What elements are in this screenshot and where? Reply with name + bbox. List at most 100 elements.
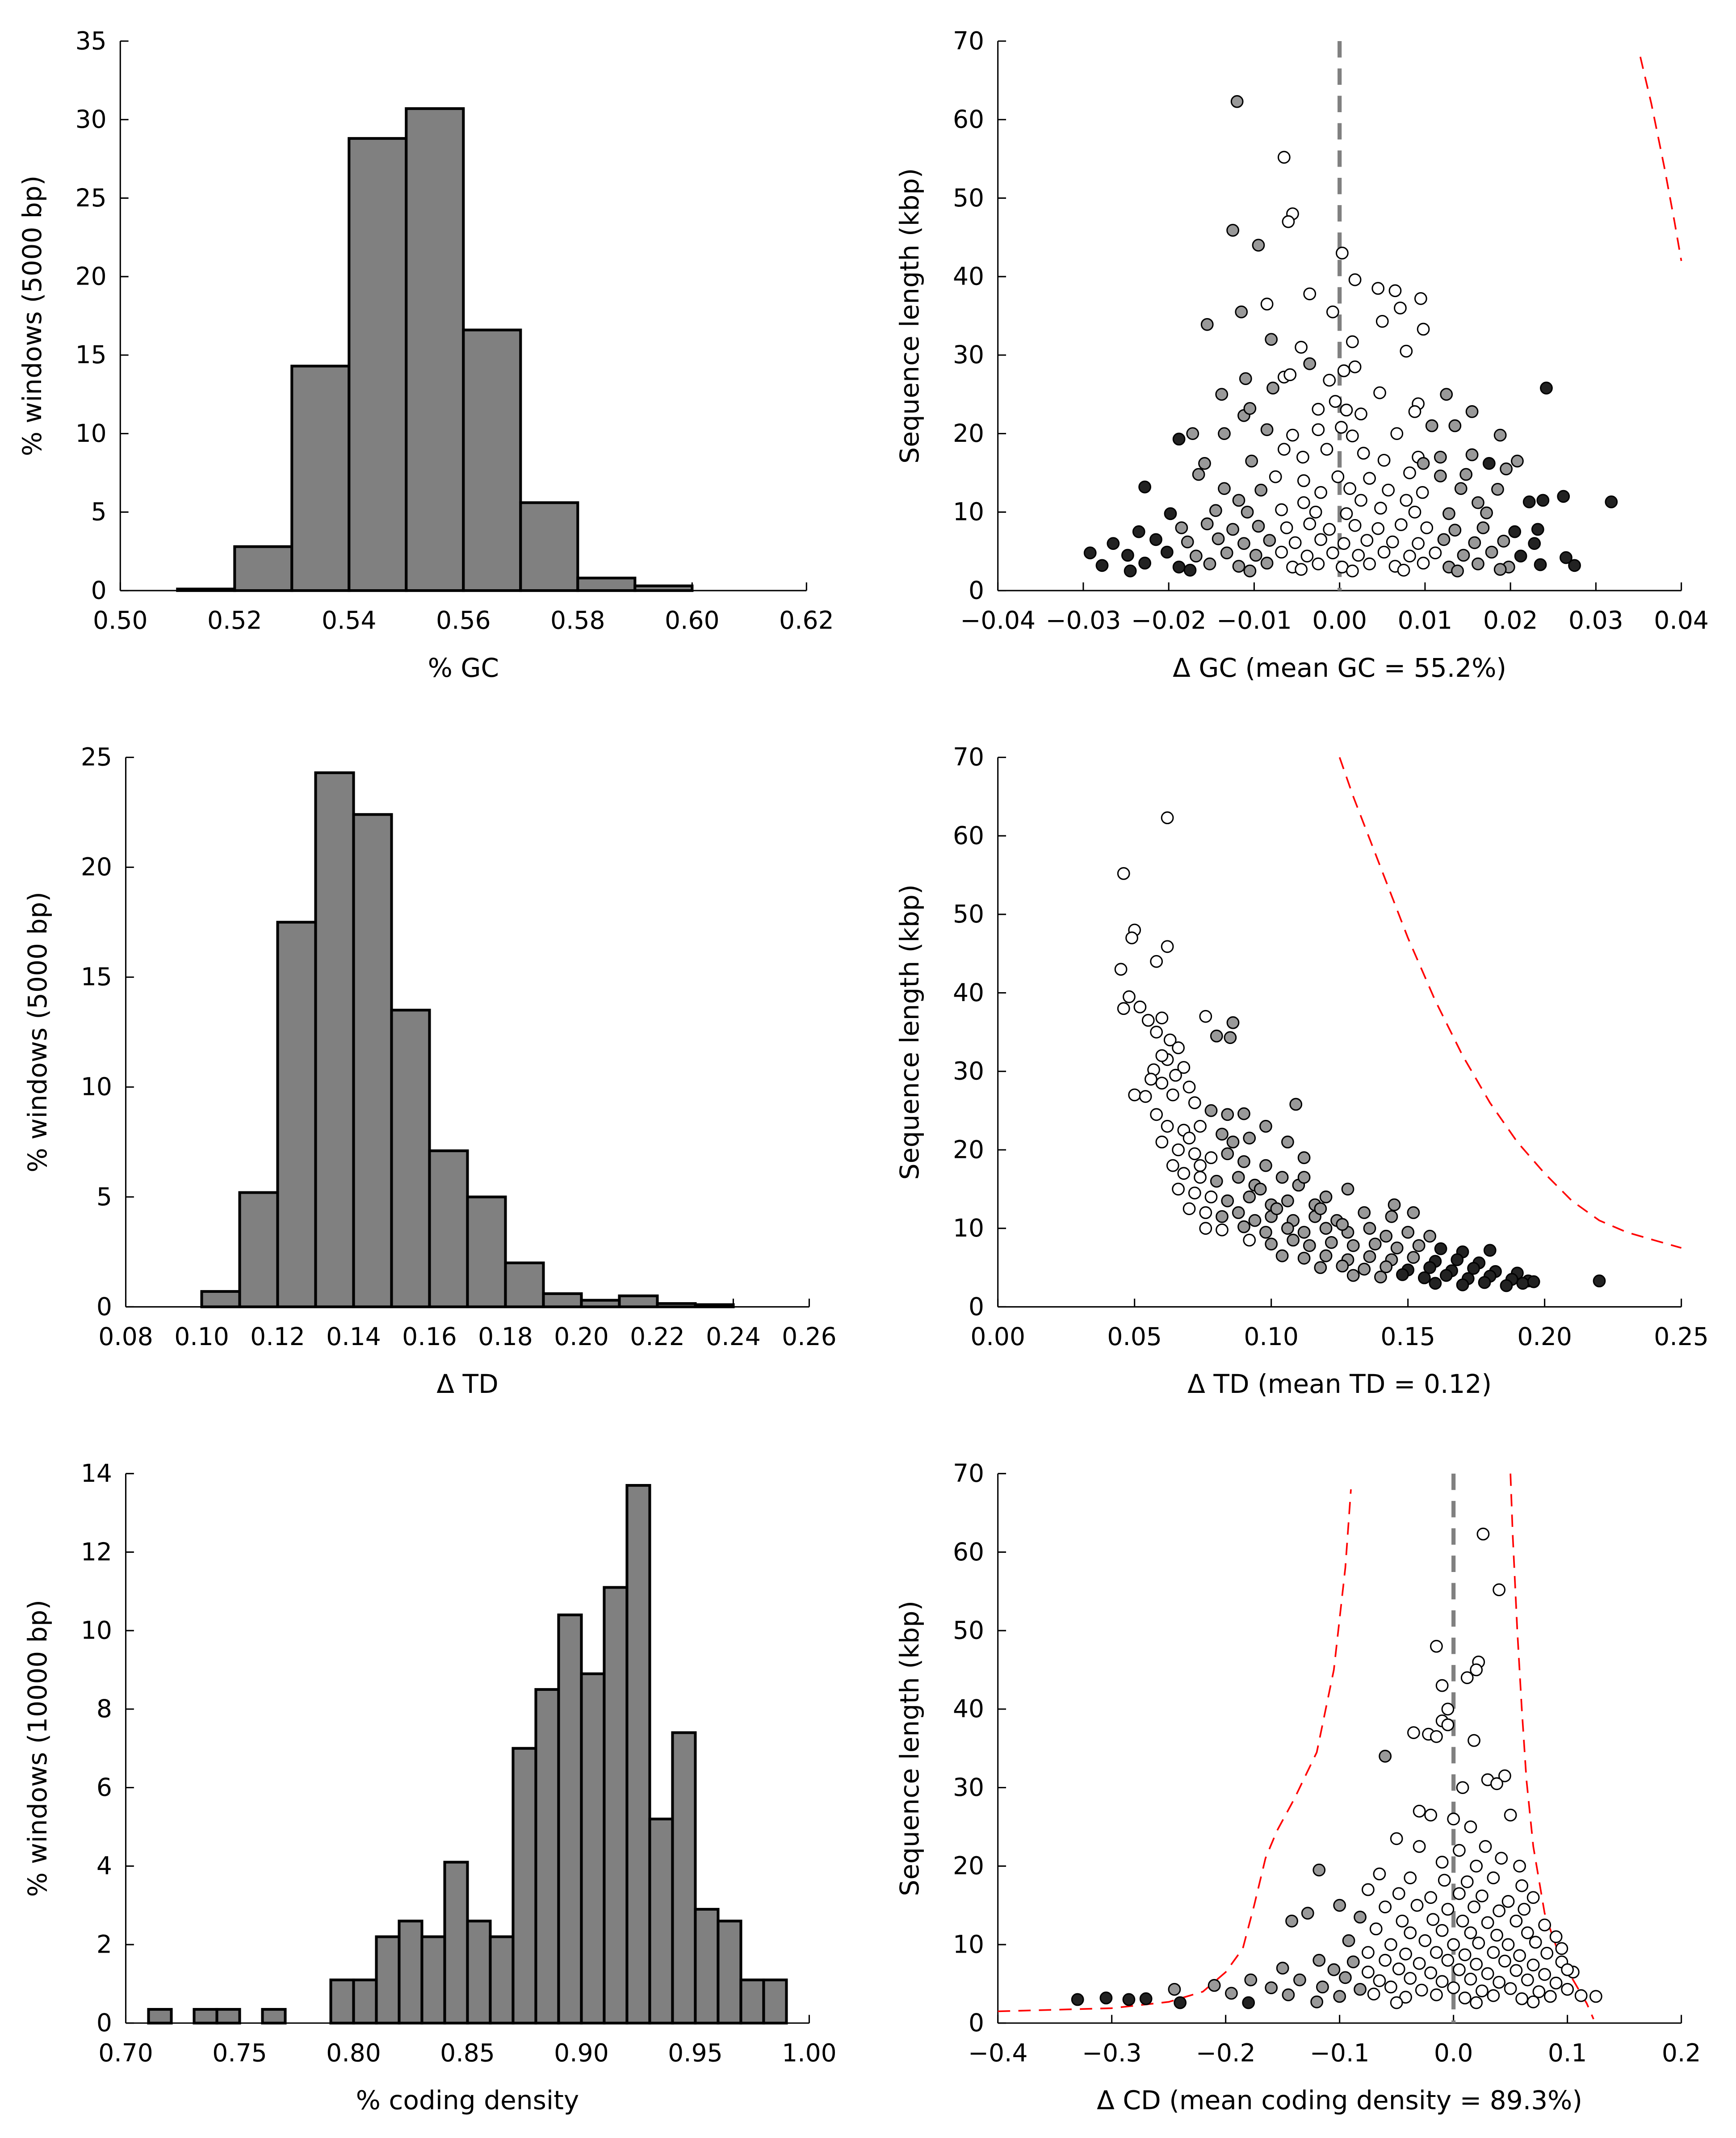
scatter-point — [1124, 564, 1137, 578]
scatter-point — [1412, 537, 1425, 550]
x-tick-label: 0.54 — [322, 606, 377, 635]
x-axis-label: Δ GC (mean GC = 55.2%) — [1173, 653, 1506, 683]
histogram-bar — [314, 771, 355, 1308]
scatter-point — [1435, 1856, 1449, 1869]
scatter-point — [1293, 1973, 1306, 1987]
scatter-point — [1150, 1108, 1163, 1121]
scatter-point — [1379, 1954, 1392, 1967]
scatter-point — [1487, 1946, 1500, 1959]
scatter-point — [1346, 429, 1359, 443]
scatter-point — [1346, 335, 1359, 348]
scatter-point — [1555, 1942, 1568, 1955]
scatter-point — [1557, 490, 1570, 503]
scatter-point — [1275, 1171, 1289, 1184]
x-tick-label: 0.08 — [98, 1322, 153, 1351]
x-tick-label: 0.22 — [630, 1322, 685, 1351]
scatter-point — [1277, 151, 1291, 164]
scatter-point — [1095, 559, 1109, 572]
scatter-point — [1336, 247, 1349, 260]
scatter-point — [1414, 292, 1427, 305]
y-tick-label: 25 — [75, 184, 107, 212]
scatter-point — [1232, 494, 1245, 507]
x-tick-label: −0.02 — [1131, 606, 1207, 635]
histogram-bar — [233, 545, 294, 592]
y-tick-label: 15 — [75, 340, 107, 369]
scatter-point — [1316, 1980, 1329, 1994]
scatter-point — [1166, 1159, 1179, 1172]
y-tick-label: 0 — [91, 576, 107, 604]
scatter-point — [1511, 454, 1524, 468]
scatter-point — [1549, 1930, 1563, 1943]
histogram-bar — [580, 1299, 621, 1308]
x-tick-label: 0.10 — [1244, 1322, 1299, 1351]
y-tick-label: 25 — [81, 743, 112, 771]
y-tick-label: 60 — [953, 1538, 984, 1566]
scatter-point — [1392, 1962, 1405, 1975]
scatter-point — [1301, 1907, 1314, 1920]
scatter-point — [1380, 1260, 1393, 1274]
scatter-point — [1289, 1098, 1303, 1111]
y-axis-label: % windows (5000 bp) — [17, 176, 47, 457]
scatter-point — [1379, 1900, 1392, 1914]
scatter-point — [1232, 560, 1245, 573]
scatter-point — [1297, 1151, 1311, 1164]
scatter-point — [1413, 1957, 1426, 1970]
x-tick-label: 0.0 — [1434, 2038, 1473, 2067]
scatter-point — [1172, 1143, 1185, 1157]
scatter-point — [1527, 1275, 1540, 1288]
scatter-point — [1513, 1949, 1526, 1962]
scatter-point — [1483, 1244, 1497, 1257]
scatter-point — [1342, 1934, 1355, 1947]
scatter-point — [1407, 1251, 1420, 1264]
scatter-point — [1259, 1119, 1272, 1133]
scatter-point — [1465, 448, 1479, 461]
scatter-point — [1515, 1879, 1529, 1892]
scatter-point — [1438, 1874, 1451, 1887]
scatter-point — [1363, 557, 1376, 570]
scatter-point — [1440, 388, 1453, 401]
scatter-point — [1454, 482, 1468, 495]
scatter-point — [1515, 1992, 1529, 2005]
scatter-point — [1521, 1926, 1534, 1940]
scatter-point — [1538, 1918, 1551, 1932]
scatter-point — [1453, 1887, 1466, 1900]
scatter-point — [1522, 495, 1536, 508]
scatter-point — [1363, 1222, 1376, 1235]
scatter-point — [1424, 1891, 1438, 1904]
scatter-point — [1319, 1222, 1333, 1235]
scatter-point — [1149, 533, 1162, 546]
x-axis-label: Δ TD (mean TD = 0.12) — [1187, 1369, 1492, 1399]
scatter-point — [1114, 963, 1128, 976]
scatter-point — [1323, 373, 1336, 387]
histogram-bar — [176, 587, 236, 592]
scatter-point — [1138, 557, 1151, 570]
scatter-point — [1456, 1781, 1469, 1794]
scatter-point — [1426, 1913, 1440, 1926]
scatter-point — [1259, 1159, 1272, 1172]
scatter-point — [1183, 563, 1197, 577]
threshold-curve — [1640, 56, 1682, 261]
scatter-point — [1155, 1136, 1169, 1149]
scatter-point — [1561, 1963, 1574, 1976]
y-tick-label: 14 — [81, 1459, 112, 1488]
scatter-point — [1388, 1198, 1401, 1212]
x-tick-label: 0.52 — [207, 606, 262, 635]
scatter-point — [1300, 549, 1314, 563]
histogram-bar — [648, 1817, 674, 2025]
x-axis-label: Δ CD (mean coding density = 89.3%) — [1097, 2085, 1582, 2116]
histogram-bar — [504, 1261, 545, 1308]
scatter-point — [1208, 1979, 1221, 1992]
scatter-point — [1243, 1132, 1256, 1144]
scatter-point — [1226, 1016, 1240, 1029]
scatter-point — [1490, 1928, 1503, 1942]
histogram-bar — [717, 1920, 742, 2025]
scatter-point — [1407, 1206, 1420, 1219]
scatter-point — [1260, 557, 1274, 570]
scatter-point — [1423, 1261, 1436, 1274]
scatter-point — [1500, 1279, 1513, 1292]
histogram-bar — [739, 1979, 765, 2025]
x-tick-label: 0.02 — [1483, 606, 1538, 635]
scatter-point — [1437, 533, 1451, 546]
scatter-point — [1275, 1249, 1289, 1262]
